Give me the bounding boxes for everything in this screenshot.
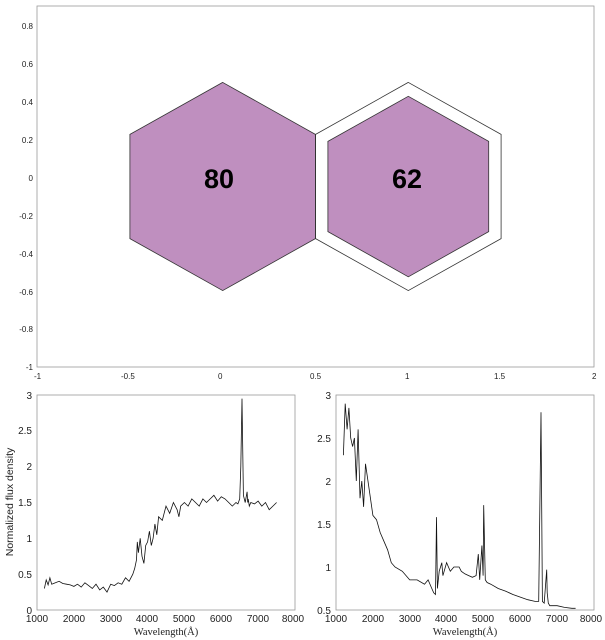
y-tick: 3	[26, 391, 32, 402]
hexagon-panel: -1 -0.5 0 0.5 1 1.5 2 -1 -0.8 -0.6 -0.4 …	[19, 5, 597, 381]
x-tick: 4000	[136, 614, 159, 625]
y-tick: -1	[26, 363, 34, 372]
y-tick: 3	[325, 391, 331, 402]
x-tick: 7000	[546, 614, 569, 625]
y-tick: 2	[26, 462, 32, 473]
x-tick: -1	[34, 372, 42, 381]
hexagon-label-80: 80	[204, 164, 234, 194]
y-tick: -0.2	[19, 212, 33, 221]
y-tick: 1	[325, 563, 331, 574]
y-tick: 0.2	[22, 136, 34, 145]
y-tick: 0.5	[18, 570, 32, 581]
y-tick: 1.5	[317, 520, 331, 531]
x-tick: 6000	[509, 614, 532, 625]
x-tick: 7000	[247, 614, 270, 625]
y-tick: 2.5	[317, 434, 331, 445]
x-tick: 0	[218, 372, 223, 381]
y-tick: 2.5	[18, 426, 32, 437]
x-tick: 1	[405, 372, 410, 381]
left-y-axis: 0 0.5 1 1.5 2 2.5 3	[18, 391, 32, 617]
x-tick: 5000	[472, 614, 495, 625]
x-tick: 5000	[173, 614, 196, 625]
x-tick: 3000	[100, 614, 123, 625]
x-tick: -0.5	[121, 372, 135, 381]
x-tick: 2	[592, 372, 597, 381]
hexagon-y-axis: -1 -0.8 -0.6 -0.4 -0.2 0 0.2 0.4 0.6 0.8	[19, 22, 33, 372]
left-y-axis-label: Normalized flux density	[4, 447, 16, 556]
x-tick: 6000	[210, 614, 233, 625]
right-spectrum-line	[343, 403, 576, 609]
left-axes-frame	[36, 394, 296, 611]
x-tick: 8000	[282, 614, 305, 625]
x-tick: 2000	[63, 614, 86, 625]
x-tick: 3000	[399, 614, 422, 625]
hexagon-2	[327, 95, 490, 278]
hexagon-1	[315, 81, 502, 292]
right-axes-frame	[335, 394, 595, 611]
left-x-axis: 1000 2000 3000 4000 5000 6000 7000 8000	[26, 614, 305, 625]
x-tick: 1000	[26, 614, 49, 625]
x-tick: 8000	[580, 614, 603, 625]
y-tick: 2	[325, 477, 331, 488]
x-tick: 1000	[325, 614, 348, 625]
x-tick: 1.5	[494, 372, 506, 381]
x-tick: 0.5	[310, 372, 322, 381]
y-tick: 1	[26, 534, 32, 545]
y-tick: 1.5	[18, 498, 32, 509]
y-tick: 0	[29, 174, 34, 183]
y-tick: -0.8	[19, 325, 33, 334]
hexagon-label-62: 62	[392, 164, 422, 194]
hexagon-x-axis: -1 -0.5 0 0.5 1 1.5 2	[34, 372, 597, 381]
x-tick: 4000	[435, 614, 458, 625]
right-y-axis: 0.5 1 1.5 2 2.5 3	[317, 391, 331, 617]
y-tick: 0.8	[22, 22, 34, 31]
right-x-axis-label: Wavelength(Å)	[433, 626, 498, 638]
left-spectrum-line	[44, 398, 277, 593]
y-tick: 0.6	[22, 60, 34, 69]
right-x-axis: 1000 2000 3000 4000 5000 6000 7000 8000	[325, 614, 603, 625]
left-x-axis-label: Wavelength(Å)	[134, 626, 199, 638]
y-tick: 0.4	[22, 98, 34, 107]
hexagon-axes-frame	[36, 5, 595, 368]
y-tick: -0.4	[19, 250, 33, 259]
y-tick: -0.6	[19, 288, 33, 297]
spectrum-panel-right: 1000 2000 3000 4000 5000 6000 7000 8000 …	[317, 391, 602, 638]
spectrum-panel-left: 1000 2000 3000 4000 5000 6000 7000 8000 …	[4, 391, 305, 638]
y-tick: 0.5	[317, 606, 331, 617]
hexagon-layer	[129, 81, 502, 292]
y-tick: 0	[26, 606, 32, 617]
x-tick: 2000	[362, 614, 385, 625]
